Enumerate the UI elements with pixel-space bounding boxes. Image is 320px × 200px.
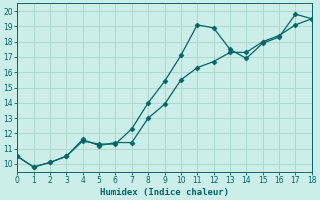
X-axis label: Humidex (Indice chaleur): Humidex (Indice chaleur): [100, 188, 229, 197]
